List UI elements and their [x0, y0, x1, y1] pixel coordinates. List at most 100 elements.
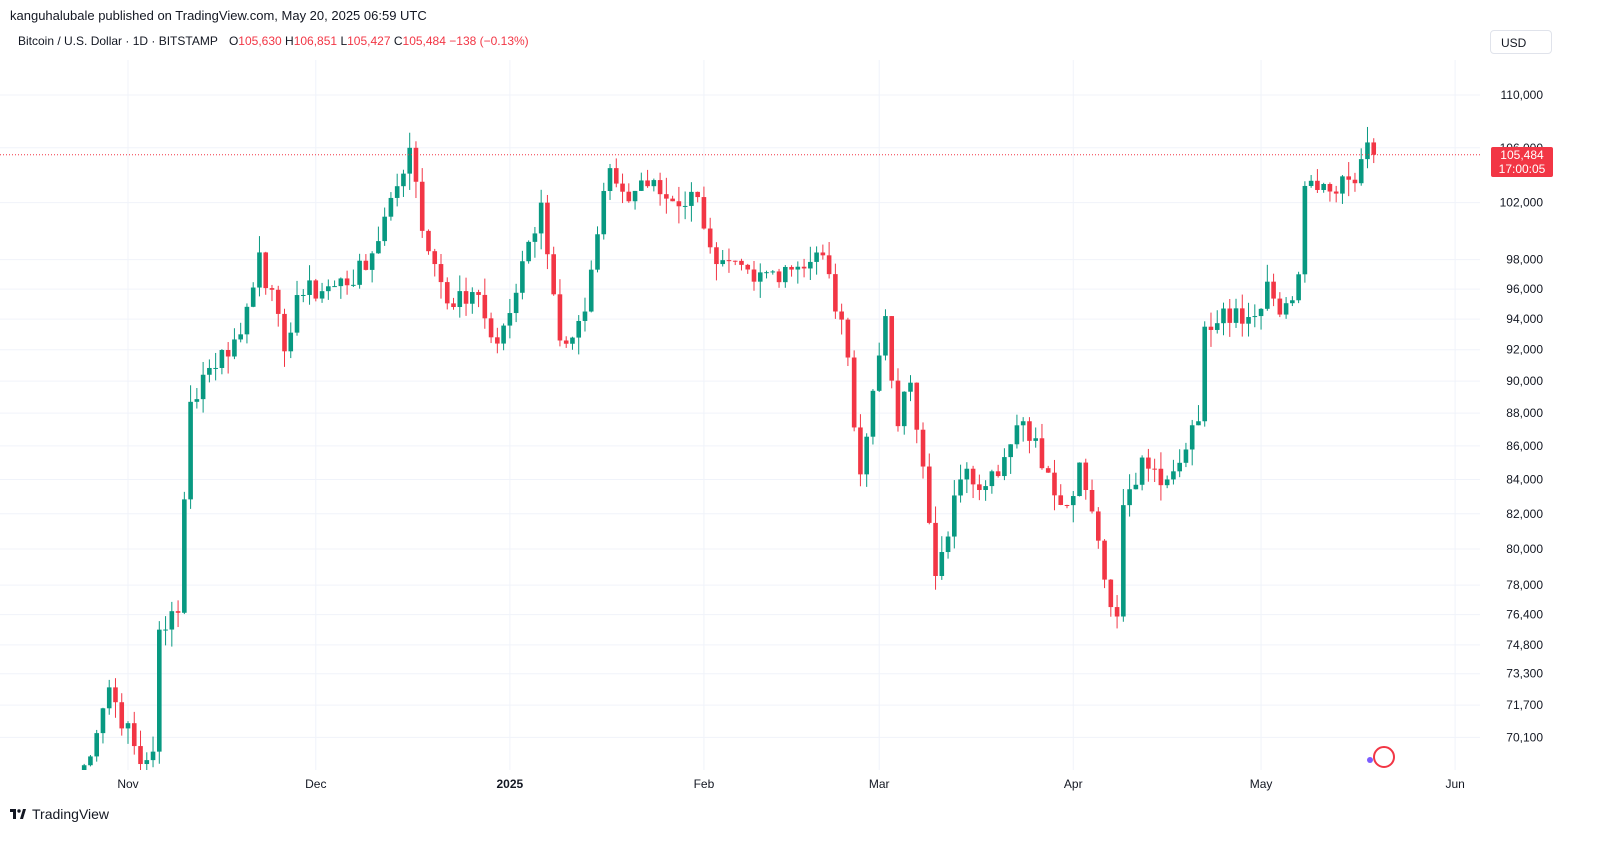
candle-body [764, 272, 769, 274]
x-tick-label: Mar [869, 777, 890, 791]
ohlc-values: O105,630 H106,851 L105,427 C105,484 −138… [229, 34, 529, 48]
candle-body [200, 374, 206, 400]
candle [1208, 312, 1214, 347]
footer-brand: TradingView [32, 806, 110, 822]
candle [1070, 491, 1076, 523]
candle [1033, 427, 1038, 448]
candle [382, 207, 387, 246]
candle-body [407, 147, 412, 174]
candle [538, 189, 544, 250]
candle-body [1089, 489, 1095, 512]
candle-body [563, 340, 569, 344]
candle [651, 178, 657, 192]
candle [532, 226, 538, 258]
candle [607, 163, 613, 200]
candle-body [1139, 457, 1145, 485]
candle [582, 297, 588, 332]
candle [945, 531, 951, 559]
candle [1189, 419, 1195, 466]
candle [1020, 417, 1026, 442]
candle-body [789, 266, 794, 270]
candle [269, 284, 275, 302]
candle-body [1171, 471, 1176, 480]
candle [883, 309, 888, 361]
candle-body [970, 468, 976, 485]
candle [995, 464, 1001, 478]
candle [182, 491, 187, 615]
candle [426, 229, 431, 255]
candle-body [1164, 479, 1170, 486]
candle [1233, 298, 1239, 328]
candle [1196, 405, 1201, 426]
candle [1158, 452, 1164, 501]
candle-body [1283, 303, 1289, 315]
candle-body [1296, 274, 1301, 301]
candle-body [689, 191, 694, 206]
candle-body [532, 233, 538, 242]
candle-body [313, 280, 319, 299]
candle [1077, 462, 1082, 497]
candle-body [776, 271, 782, 283]
candle-body [977, 484, 982, 491]
candle [1214, 310, 1220, 334]
candle-body [739, 260, 744, 265]
candle [739, 258, 744, 271]
candle-body [833, 274, 838, 312]
candle-body [157, 629, 162, 752]
candle-body [952, 495, 957, 537]
candle [933, 506, 938, 590]
candle [645, 169, 650, 188]
candle-body [989, 471, 995, 487]
candle-body [1271, 281, 1276, 299]
candles-group [81, 126, 1377, 770]
candle [1096, 507, 1101, 549]
candle [707, 217, 713, 254]
candle [714, 242, 719, 281]
candle [1365, 126, 1370, 169]
y-tick-label: 86,000 [1506, 439, 1543, 453]
candle-body [1315, 180, 1320, 190]
candle-body [1371, 142, 1377, 155]
candle [413, 141, 419, 199]
candle [720, 249, 725, 267]
candle [363, 254, 369, 271]
candle-body [1096, 511, 1101, 541]
candle-body [1333, 191, 1339, 194]
candle-body [495, 337, 500, 344]
candle [858, 414, 863, 487]
y-tick-label: 71,700 [1506, 698, 1543, 712]
candle [563, 336, 569, 348]
candle-body [100, 708, 106, 734]
candle-body [1358, 159, 1364, 184]
candle-body [1208, 326, 1214, 330]
candle [338, 277, 344, 299]
candle [188, 385, 193, 509]
candle-body [595, 234, 600, 270]
candle [288, 322, 294, 359]
candle-body [732, 260, 738, 262]
currency-selector[interactable]: USD [1490, 30, 1552, 54]
candle [432, 248, 438, 277]
symbol-title[interactable]: Bitcoin / U.S. Dollar · 1D · BITSTAMP [18, 34, 218, 48]
candle [851, 350, 857, 432]
candle-body [419, 181, 425, 231]
candle-body [926, 466, 932, 523]
candle [776, 268, 782, 288]
candle [250, 282, 256, 308]
candle [1321, 182, 1326, 193]
candle-body [1327, 184, 1333, 192]
candle-body [701, 197, 707, 229]
candle [989, 469, 995, 494]
candle-body [444, 282, 450, 304]
y-tick-label: 110,000 [1501, 88, 1544, 102]
candle [332, 280, 337, 288]
candle [1052, 459, 1057, 511]
candle [1014, 414, 1020, 449]
candle [507, 298, 513, 339]
candle-body [576, 320, 582, 338]
candle-body [1239, 308, 1245, 324]
candle-body [714, 247, 719, 265]
candle-body [388, 197, 394, 217]
candle-body [194, 399, 200, 402]
